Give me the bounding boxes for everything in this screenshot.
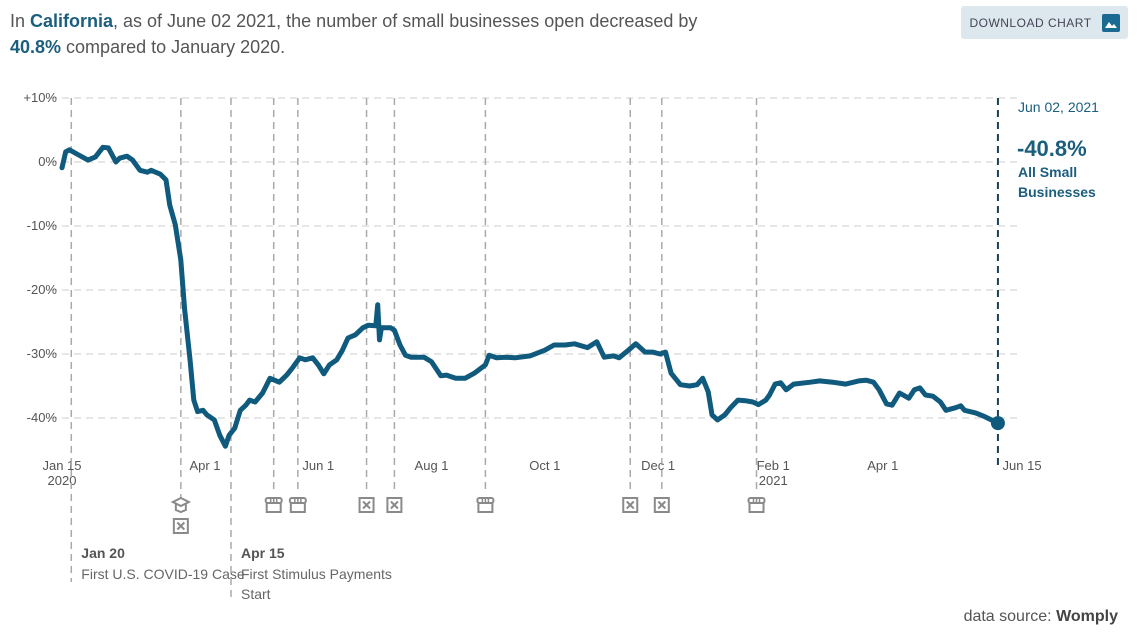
headline-region: California [30, 11, 114, 31]
headline-change: 40.8% [10, 37, 62, 57]
closed-box-icon [622, 497, 639, 513]
headline-middle: , as of June 02 2021, the number of smal… [113, 11, 698, 31]
y-tick-label: -40% [27, 410, 58, 425]
storefront-icon [288, 497, 307, 513]
y-tick-label: 0% [38, 154, 57, 169]
storefront-icon [747, 497, 766, 513]
data-source-name: Womply [1056, 608, 1118, 625]
current-series-label: All Small [1018, 164, 1077, 180]
download-chart-label: DOWNLOAD CHART [969, 15, 1092, 30]
closed-box-icon [653, 497, 670, 513]
x-tick-year: 2021 [759, 473, 788, 488]
headline-suffix: compared to January 2020. [61, 37, 286, 57]
y-tick-label: +10% [23, 90, 57, 105]
storefront-icon [264, 497, 283, 513]
x-tick-label: Apr 1 [867, 458, 898, 473]
y-tick-label: -30% [27, 346, 58, 361]
data-source-label: data source: [963, 608, 1057, 625]
event-date: Jan 20 [81, 545, 125, 561]
x-tick-label: Apr 1 [189, 458, 220, 473]
y-tick-label: -20% [27, 282, 58, 297]
event-description: First U.S. COVID-19 Case [81, 566, 245, 582]
x-tick-label: Jan 15 [42, 458, 81, 473]
event-description: First Stimulus Payments [241, 566, 392, 582]
data-source: data source: Womply [964, 608, 1118, 626]
image-icon [1101, 13, 1120, 32]
current-point [990, 416, 1005, 431]
event-date: Apr 15 [241, 545, 285, 561]
storefront-icon [476, 497, 495, 513]
closed-box-icon [386, 497, 403, 513]
current-value-label: -40.8% [1017, 136, 1087, 161]
event-description: Start [241, 586, 271, 602]
x-tick-label: Jun 1 [302, 458, 334, 473]
download-chart-button[interactable]: DOWNLOAD CHART [961, 6, 1128, 39]
x-tick-year: 2020 [48, 473, 77, 488]
current-date-label: Jun 02, 2021 [1018, 99, 1099, 115]
x-tick-label: Dec 1 [641, 458, 675, 473]
x-tick-label: Feb 1 [757, 458, 790, 473]
school-icon [170, 496, 192, 514]
closed-box-icon [358, 497, 375, 513]
x-tick-label: Aug 1 [415, 458, 449, 473]
y-tick-label: -10% [27, 218, 58, 233]
x-tick-label: Oct 1 [529, 458, 560, 473]
headline-prefix: In [10, 11, 31, 31]
closed-box-icon [172, 518, 189, 534]
headline: In California, as of June 02 2021, the n… [10, 8, 730, 60]
current-series-label: Businesses [1018, 184, 1096, 200]
x-tick-label: Jun 15 [1003, 458, 1042, 473]
series-line [59, 144, 1001, 449]
